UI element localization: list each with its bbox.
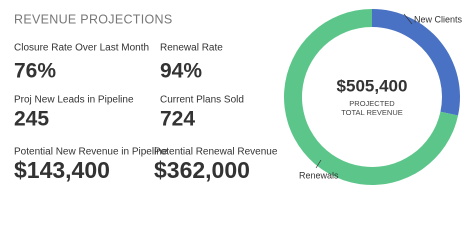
kpi-label: Proj New Leads in Pipeline	[14, 95, 134, 106]
donut-segment	[372, 9, 460, 116]
kpi-value: $362,000	[154, 157, 250, 183]
kpi-value: 94%	[160, 60, 202, 83]
leader-line	[403, 13, 413, 25]
segment-label: Renewals	[299, 170, 339, 180]
kpi-label: Renewal Rate	[160, 43, 223, 54]
kpi-label: Potential Renewal Revenue	[154, 147, 278, 158]
center-value: $505,400	[337, 76, 408, 95]
title: REVENUE PROJECTIONS	[14, 12, 173, 26]
kpi-value: 245	[14, 108, 49, 131]
center-caption: TOTAL REVENUE	[341, 108, 403, 117]
kpi-label: Closure Rate Over Last Month	[14, 43, 149, 54]
segment-label: New Clients	[414, 14, 463, 24]
center-caption: PROJECTED	[349, 99, 395, 108]
kpi-value: $143,400	[14, 157, 110, 183]
leader-line	[315, 159, 322, 169]
kpi-value: 724	[160, 108, 195, 131]
kpi-value: 76%	[14, 60, 56, 83]
kpi-label: Current Plans Sold	[160, 95, 244, 106]
kpi-label: Potential New Revenue in Pipeline	[14, 147, 168, 158]
dashboard: REVENUE PROJECTIONS Closure Rate Over La…	[14, 9, 463, 185]
